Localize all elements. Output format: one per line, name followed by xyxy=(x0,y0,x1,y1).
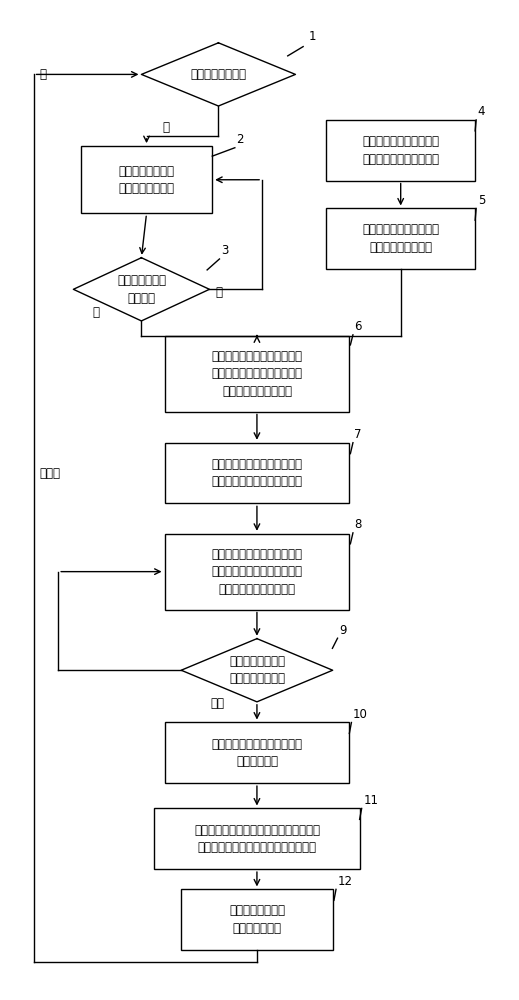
Text: 8: 8 xyxy=(354,518,362,531)
FancyBboxPatch shape xyxy=(165,722,349,783)
Text: 在线缆连接端和印制板连接器
的交接处涂胶: 在线缆连接端和印制板连接器 的交接处涂胶 xyxy=(211,738,303,768)
Text: 否: 否 xyxy=(40,68,47,81)
Text: 相同: 相同 xyxy=(211,697,225,710)
Text: 将状态图像与标准
状态图像进行对比: 将状态图像与标准 状态图像进行对比 xyxy=(229,655,285,685)
Text: 否: 否 xyxy=(216,286,223,299)
Polygon shape xyxy=(181,639,333,702)
Text: 记录当前所有工位
信息，结束工作: 记录当前所有工位 信息，结束工作 xyxy=(229,904,285,935)
Text: 6: 6 xyxy=(354,320,362,333)
Text: 是: 是 xyxy=(162,121,169,134)
FancyBboxPatch shape xyxy=(326,208,475,269)
Polygon shape xyxy=(73,258,210,321)
Polygon shape xyxy=(141,43,295,106)
Text: 不相同: 不相同 xyxy=(40,467,61,480)
Text: 利用六轴机械手将
物料移动至物料仓: 利用六轴机械手将 物料移动至物料仓 xyxy=(118,165,174,195)
Text: 1: 1 xyxy=(308,30,316,43)
FancyBboxPatch shape xyxy=(165,443,349,503)
FancyBboxPatch shape xyxy=(154,808,360,869)
FancyBboxPatch shape xyxy=(181,889,333,950)
FancyBboxPatch shape xyxy=(326,120,475,181)
Text: 利用定位机构对待装配液
晶屏定位至装配状态: 利用定位机构对待装配液 晶屏定位至装配状态 xyxy=(362,223,439,254)
Text: 检测物料是否合格: 检测物料是否合格 xyxy=(190,68,247,81)
Text: 11: 11 xyxy=(363,794,378,807)
Text: 5: 5 xyxy=(477,194,485,207)
Text: 10: 10 xyxy=(353,708,368,721)
Text: 4: 4 xyxy=(477,105,485,118)
FancyBboxPatch shape xyxy=(165,534,349,610)
Text: 3: 3 xyxy=(221,244,228,257)
FancyBboxPatch shape xyxy=(81,146,212,213)
Text: 利用六轴机械手将待装配液晶屏装配在物
料的液晶屏安装槽内，完成液晶屏装配: 利用六轴机械手将待装配液晶屏装配在物 料的液晶屏安装槽内，完成液晶屏装配 xyxy=(194,824,320,854)
Text: 利用六轴机械手夹取待装配液
晶屏线缆，将线缆连接端插入
印制板连接器的插孔内: 利用六轴机械手夹取待装配液 晶屏线缆，将线缆连接端插入 印制板连接器的插孔内 xyxy=(211,350,303,398)
Text: 9: 9 xyxy=(339,624,347,637)
FancyBboxPatch shape xyxy=(165,336,349,412)
Text: 是: 是 xyxy=(92,306,100,319)
Text: 2: 2 xyxy=(236,133,244,146)
Text: 拍摄线缆连接端和印制板连接
器的图像，获得线缆连接端和
印制板连接器的状态图像: 拍摄线缆连接端和印制板连接 器的图像，获得线缆连接端和 印制板连接器的状态图像 xyxy=(211,548,303,596)
Text: 12: 12 xyxy=(337,875,352,888)
Text: 利用六轴机械手将待装配
液晶屏抓取至定位机构中: 利用六轴机械手将待装配 液晶屏抓取至定位机构中 xyxy=(362,135,439,166)
Text: 判断物料仓是否
存在物料: 判断物料仓是否 存在物料 xyxy=(117,274,166,305)
Text: 利用六轴机械手将印制板连接
器卡扣压紧，收回六轴机械手: 利用六轴机械手将印制板连接 器卡扣压紧，收回六轴机械手 xyxy=(211,458,303,488)
Text: 7: 7 xyxy=(354,428,362,441)
